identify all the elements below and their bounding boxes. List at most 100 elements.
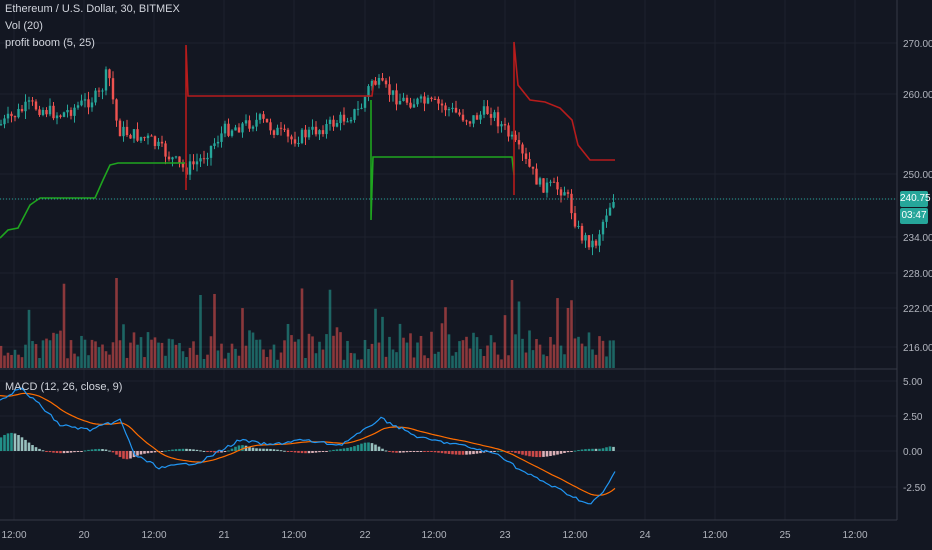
macd-legend[interactable]: MACD (12, 26, close, 9) <box>5 381 123 393</box>
price-axis[interactable]: 270.00 260.00 250.00 234.00 228.00 222.00 216.… <box>903 39 932 354</box>
candle-body <box>76 105 80 108</box>
volume-bar <box>423 355 426 368</box>
volume-bar <box>391 349 395 368</box>
volume-legend[interactable]: Vol (20) <box>5 20 43 32</box>
volume-bar <box>136 344 139 368</box>
candle-body <box>503 124 507 126</box>
candle-body <box>405 97 409 103</box>
histogram-bar <box>311 451 314 453</box>
candle-body <box>472 115 475 124</box>
volume-bar <box>325 334 328 368</box>
histogram-bar <box>220 451 223 453</box>
candle-body <box>507 125 510 137</box>
candle-body <box>570 193 573 214</box>
histogram-bar <box>367 442 370 451</box>
histogram-bar <box>104 449 108 451</box>
candle-body <box>549 181 552 183</box>
candle-body <box>0 124 3 126</box>
histogram-bar <box>139 451 143 455</box>
grid <box>0 0 897 520</box>
volume-bar <box>73 353 76 368</box>
histogram-bar <box>402 451 405 453</box>
time-axis[interactable]: 12:00 20 12:00 21 12:00 22 12:00 23 12:00 24 12:00… <box>1 530 867 541</box>
volume-bar <box>500 359 503 368</box>
candles <box>0 66 615 256</box>
histogram-bar <box>447 451 451 454</box>
time-tick-label: 12:00 <box>1 530 26 541</box>
volume-bar <box>419 335 423 368</box>
volume-bar <box>132 332 136 368</box>
volume-bar <box>181 351 185 368</box>
histogram-bar <box>598 448 601 451</box>
histogram-bar <box>535 451 538 458</box>
volume-bar <box>41 340 45 368</box>
histogram-bar <box>381 448 384 451</box>
time-tick-label: 22 <box>359 530 371 541</box>
volume-bar <box>234 348 237 368</box>
macd-axis[interactable]: 5.00 2.50 0.00 -2.50 <box>903 377 926 494</box>
volume-bar <box>297 339 300 368</box>
histogram-bar <box>556 451 559 455</box>
candle-body <box>601 221 605 235</box>
histogram-bar <box>444 451 447 454</box>
histogram-bar <box>283 450 286 452</box>
symbol-title[interactable]: Ethereum / U.S. Dollar, 30, BITMEX <box>5 3 180 15</box>
candle-body <box>388 84 391 95</box>
candle-body <box>524 153 528 159</box>
volume-bar <box>566 308 570 368</box>
candle-body <box>587 235 591 248</box>
volume-bar <box>171 339 174 368</box>
volume-bar <box>24 344 27 368</box>
volume-bar <box>59 330 62 368</box>
histogram-bar <box>591 448 594 451</box>
volume-bar <box>258 339 262 368</box>
candle-body <box>164 143 167 157</box>
histogram-bar <box>405 451 409 453</box>
candle-body <box>430 97 433 99</box>
time-tick-label: 21 <box>218 530 230 541</box>
volume-bar <box>104 351 108 368</box>
histogram-bar <box>251 447 255 451</box>
candle-body <box>356 108 360 110</box>
histogram-bar <box>545 451 549 457</box>
price-tick-label: 270.00 <box>903 39 932 50</box>
volume-bar <box>535 339 538 368</box>
histogram-bar <box>269 448 272 451</box>
candle-body <box>115 99 118 121</box>
histogram-bar <box>475 451 479 454</box>
histogram-bar <box>363 442 367 451</box>
volume-bar <box>97 347 101 368</box>
indicator-legend[interactable]: profit boom (5, 25) <box>5 37 95 49</box>
volume-bar <box>160 342 164 368</box>
volume-bar <box>563 354 566 368</box>
volume-bar <box>531 350 535 368</box>
histogram-bar <box>101 449 104 451</box>
histogram-bar <box>143 451 146 454</box>
histogram-bar <box>286 451 290 452</box>
candle-body <box>3 118 6 125</box>
volume-bar <box>598 336 601 368</box>
candle-body <box>384 80 388 85</box>
candle-body <box>17 108 20 118</box>
histogram-bar <box>584 449 587 451</box>
macd-lines <box>0 387 616 505</box>
candle-body <box>108 69 111 79</box>
stop-lines <box>0 41 615 239</box>
candle-body <box>80 100 83 106</box>
volume-bar <box>475 337 479 368</box>
volume-bar <box>489 335 493 368</box>
histogram-bar <box>76 451 80 452</box>
candle-body <box>416 98 419 105</box>
candle-body <box>90 102 94 108</box>
candle-body <box>290 136 293 140</box>
candle-body <box>52 105 55 119</box>
histogram-bar <box>500 450 503 452</box>
candle-body <box>591 240 594 248</box>
volume-bar <box>461 340 465 368</box>
histogram-bar <box>87 449 90 451</box>
candle-body <box>556 182 559 190</box>
candle-body <box>458 112 461 115</box>
histogram-bar <box>423 451 426 452</box>
histogram-bar <box>426 451 430 452</box>
